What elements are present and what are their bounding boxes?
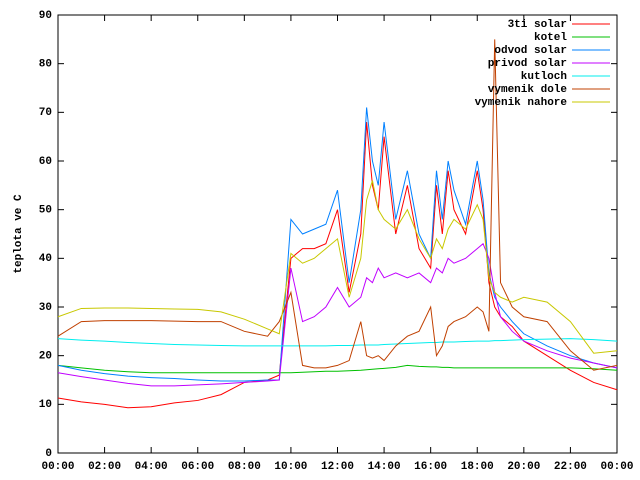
x-tick-label: 02:00 (88, 461, 121, 473)
x-tick-label: 00:00 (600, 461, 633, 473)
series-line (57, 364, 618, 374)
y-tick-label: 50 (39, 205, 52, 217)
y-tick-label: 40 (39, 253, 52, 265)
y-tick-label: 30 (39, 302, 52, 314)
x-tick-label: 06:00 (181, 461, 214, 473)
legend-label: kotel (534, 32, 567, 44)
y-tick-label: 60 (39, 156, 52, 168)
x-tick-label: 22:00 (554, 461, 587, 473)
series-line (57, 338, 618, 347)
x-tick-label: 10:00 (274, 461, 307, 473)
x-tick-label: 20:00 (507, 461, 540, 473)
y-tick-label: 70 (39, 107, 52, 119)
x-tick-label: 18:00 (461, 461, 494, 473)
legend-label: kutloch (521, 71, 567, 83)
series-line (57, 180, 618, 354)
y-tick-label: 20 (39, 351, 52, 363)
series-line (57, 122, 618, 409)
y-tick-label: 80 (39, 59, 52, 71)
x-tick-label: 00:00 (41, 461, 74, 473)
y-axis-label: teplota ve C (13, 194, 25, 274)
legend-label: privod solar (488, 58, 567, 70)
y-tick-label: 90 (39, 10, 52, 22)
legend-label: vymenik nahore (475, 97, 568, 109)
y-tick-label: 10 (39, 399, 52, 411)
legend-label: vymenik dole (488, 84, 568, 96)
x-tick-label: 14:00 (368, 461, 401, 473)
y-tick-label: 0 (45, 448, 52, 460)
x-tick-label: 16:00 (414, 461, 447, 473)
legend-label: 3ti solar (508, 19, 567, 31)
x-tick-label: 08:00 (228, 461, 261, 473)
x-tick-label: 04:00 (135, 461, 168, 473)
x-tick-label: 12:00 (321, 461, 354, 473)
series-line (57, 242, 618, 387)
series-line (57, 107, 618, 382)
legend-label: odvod solar (494, 45, 567, 57)
series-line (57, 39, 618, 371)
